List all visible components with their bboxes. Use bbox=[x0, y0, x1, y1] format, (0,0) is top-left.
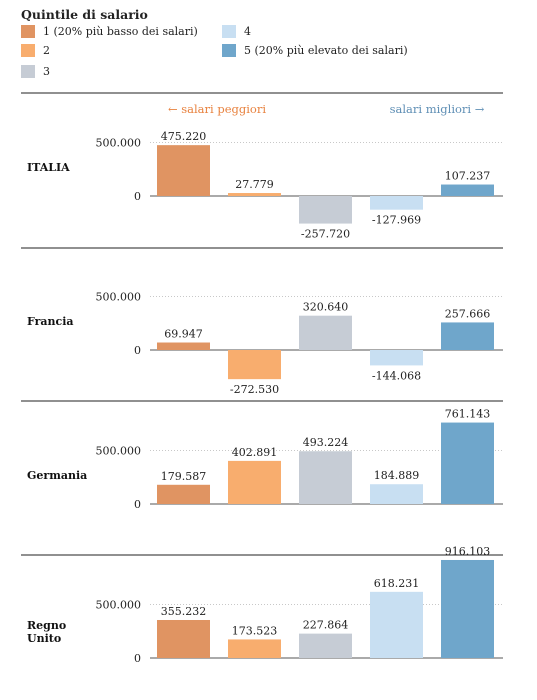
legend-swatch-1 bbox=[21, 25, 35, 38]
value-label-francia-5: 257.666 bbox=[445, 307, 491, 320]
panel-label-regno-unito-line-0: Regno bbox=[27, 619, 66, 632]
panel-label-regno-unito-line-1: Unito bbox=[27, 632, 61, 645]
legend-item-2: 2 bbox=[21, 44, 50, 57]
value-label-regno-unito-5: 916.103 bbox=[445, 545, 491, 558]
bar-italia-3 bbox=[299, 196, 352, 224]
value-label-germania-1: 179.587 bbox=[161, 470, 207, 483]
y-tick-label-italia-1: 0 bbox=[134, 190, 141, 203]
panel-label-francia: Francia bbox=[27, 315, 74, 328]
legend-label-3: 3 bbox=[43, 65, 50, 78]
legend: Quintile di salario 1 (20% più basso dei… bbox=[0, 0, 537, 92]
bar-francia-1 bbox=[157, 342, 210, 350]
value-label-regno-unito-4: 618.231 bbox=[374, 577, 420, 590]
value-label-italia-4: -127.969 bbox=[372, 214, 421, 227]
y-tick-label-italia-0: 500.000 bbox=[96, 137, 142, 150]
legend-label-2: 2 bbox=[43, 44, 50, 57]
bar-italia-1 bbox=[157, 145, 210, 196]
value-label-italia-5: 107.237 bbox=[445, 170, 491, 183]
bar-francia-2 bbox=[228, 350, 281, 380]
legend-item-5: 5 (20% più elevato dei salari) bbox=[222, 44, 408, 57]
legend-label-1: 1 (20% più basso dei salari) bbox=[43, 25, 198, 38]
panel-label-italia: ITALIA bbox=[27, 161, 70, 174]
legend-item-3: 3 bbox=[21, 65, 50, 78]
legend-swatch-2 bbox=[21, 44, 35, 57]
bar-regno-unito-1 bbox=[157, 619, 210, 658]
value-label-regno-unito-2: 173.523 bbox=[232, 624, 278, 637]
bar-germania-2 bbox=[228, 460, 281, 504]
chart-panels: 500.000 0 ITALIA 475.220 27.779 -257.720 -127.… bbox=[21, 92, 503, 665]
value-label-francia-3: 320.640 bbox=[303, 301, 349, 314]
value-label-francia-2: -272.530 bbox=[230, 383, 279, 396]
y-tick-label-francia-0: 500.000 bbox=[96, 291, 142, 304]
bar-germania-5 bbox=[441, 422, 494, 504]
value-label-italia-1: 475.220 bbox=[161, 130, 207, 143]
bar-regno-unito-2 bbox=[228, 639, 281, 658]
value-label-francia-1: 69.947 bbox=[164, 328, 203, 341]
legend-label-5: 5 (20% più elevato dei salari) bbox=[244, 44, 408, 57]
legend-title: Quintile di salario bbox=[21, 7, 148, 22]
legend-item-4: 4 bbox=[222, 25, 251, 38]
bar-regno-unito-4 bbox=[370, 591, 423, 658]
bar-germania-3 bbox=[299, 451, 352, 504]
value-label-regno-unito-3: 227.864 bbox=[303, 619, 349, 632]
legend-label-4: 4 bbox=[244, 25, 251, 38]
bar-regno-unito-3 bbox=[299, 633, 352, 658]
y-tick-label-regno-unito-0: 500.000 bbox=[96, 599, 142, 612]
value-label-germania-4: 184.889 bbox=[374, 469, 420, 482]
bar-francia-4 bbox=[370, 350, 423, 366]
value-label-francia-4: -144.068 bbox=[372, 369, 421, 382]
bar-francia-5 bbox=[441, 322, 494, 350]
value-label-italia-2: 27.779 bbox=[235, 178, 274, 191]
bar-regno-unito-5 bbox=[441, 559, 494, 658]
worse-salaries-label: ← salari peggiori bbox=[168, 102, 266, 116]
bar-italia-4 bbox=[370, 196, 423, 210]
legend-swatch-3 bbox=[21, 65, 35, 78]
value-label-germania-5: 761.143 bbox=[445, 408, 491, 421]
value-label-germania-3: 493.224 bbox=[303, 436, 349, 449]
value-label-italia-3: -257.720 bbox=[301, 228, 350, 241]
bar-germania-1 bbox=[157, 484, 210, 504]
better-salaries-label: salari migliori → bbox=[390, 102, 485, 116]
bar-italia-2 bbox=[228, 193, 281, 196]
legend-item-1: 1 (20% più basso dei salari) bbox=[21, 25, 198, 38]
bar-germania-4 bbox=[370, 484, 423, 504]
y-tick-label-germania-1: 0 bbox=[134, 498, 141, 511]
value-label-regno-unito-1: 355.232 bbox=[161, 605, 207, 618]
y-tick-label-francia-1: 0 bbox=[134, 344, 141, 357]
bar-italia-5 bbox=[441, 184, 494, 196]
bar-francia-3 bbox=[299, 315, 352, 350]
legend-swatch-5 bbox=[222, 44, 236, 57]
value-label-germania-2: 402.891 bbox=[232, 446, 278, 459]
y-tick-label-germania-0: 500.000 bbox=[96, 445, 142, 458]
legend-swatch-4 bbox=[222, 25, 236, 38]
y-tick-label-regno-unito-1: 0 bbox=[134, 652, 141, 665]
panel-label-germania: Germania bbox=[27, 469, 87, 482]
